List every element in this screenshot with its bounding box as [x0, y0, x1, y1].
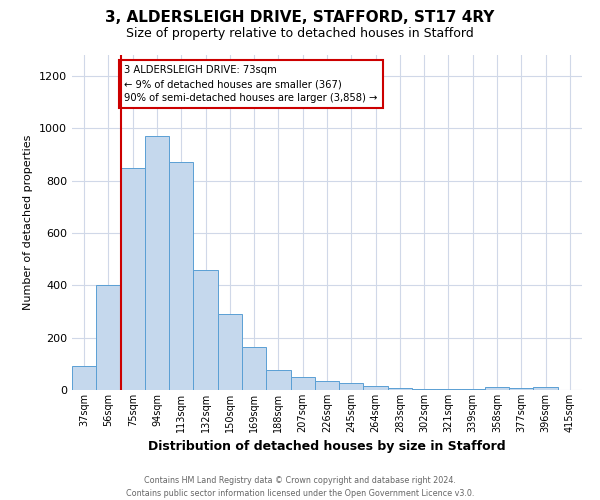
Bar — [290, 377, 315, 390]
Y-axis label: Number of detached properties: Number of detached properties — [23, 135, 34, 310]
Bar — [193, 270, 218, 390]
Bar — [169, 162, 193, 390]
Bar — [339, 384, 364, 390]
X-axis label: Distribution of detached houses by size in Stafford: Distribution of detached houses by size … — [148, 440, 506, 454]
Bar — [364, 386, 388, 390]
Text: Contains HM Land Registry data © Crown copyright and database right 2024.
Contai: Contains HM Land Registry data © Crown c… — [126, 476, 474, 498]
Bar — [96, 286, 121, 390]
Text: 3 ALDERSLEIGH DRIVE: 73sqm
← 9% of detached houses are smaller (367)
90% of semi: 3 ALDERSLEIGH DRIVE: 73sqm ← 9% of detac… — [124, 66, 377, 104]
Text: 3, ALDERSLEIGH DRIVE, STAFFORD, ST17 4RY: 3, ALDERSLEIGH DRIVE, STAFFORD, ST17 4RY — [106, 10, 494, 25]
Bar — [218, 314, 242, 390]
Bar — [145, 136, 169, 390]
Bar — [509, 388, 533, 390]
Bar — [121, 168, 145, 390]
Bar — [412, 388, 436, 390]
Bar — [388, 388, 412, 390]
Bar — [72, 366, 96, 390]
Bar — [485, 388, 509, 390]
Bar — [436, 389, 461, 390]
Text: Size of property relative to detached houses in Stafford: Size of property relative to detached ho… — [126, 28, 474, 40]
Bar — [242, 347, 266, 390]
Bar — [315, 381, 339, 390]
Bar — [533, 387, 558, 390]
Bar — [266, 370, 290, 390]
